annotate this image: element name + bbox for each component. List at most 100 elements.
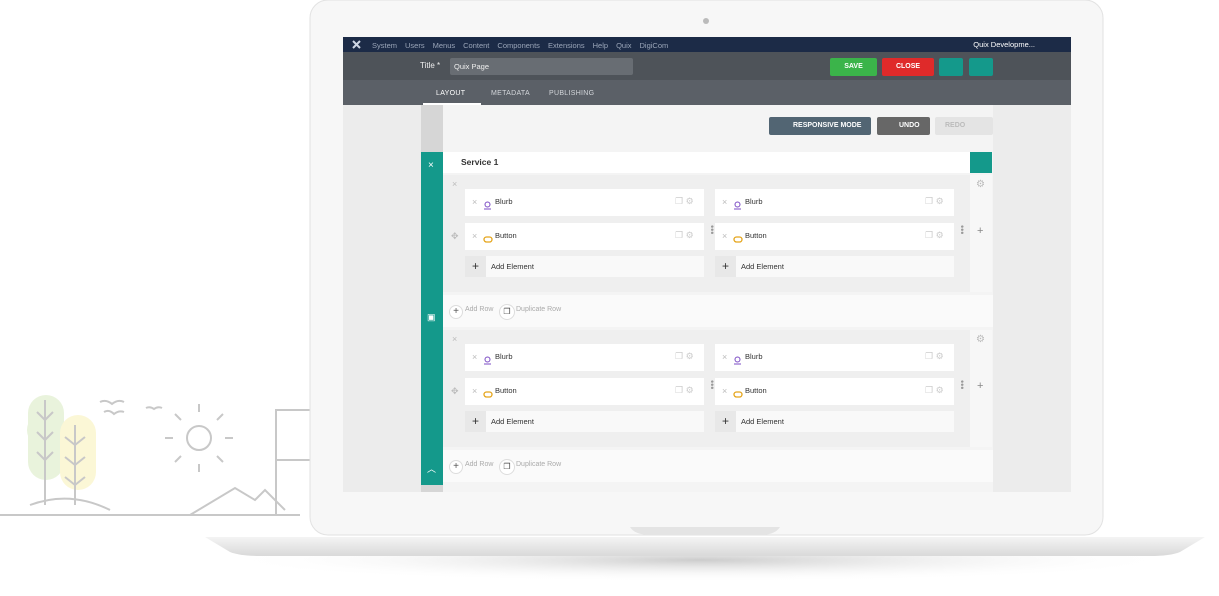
add-element[interactable]: + Add Element bbox=[465, 411, 704, 432]
section-title: Service 1 bbox=[461, 157, 499, 167]
remove-element[interactable]: × bbox=[722, 197, 728, 207]
element-name: Button bbox=[495, 231, 517, 240]
add-row[interactable]: Add Row bbox=[465, 306, 494, 313]
element-card[interactable]: × Blurb ❐ ⚙ bbox=[465, 344, 704, 371]
menu-button[interactable] bbox=[969, 58, 993, 76]
responsive-button[interactable]: RESPONSIVE MODE bbox=[769, 117, 871, 135]
remove-element[interactable]: × bbox=[722, 352, 728, 362]
collapse-section[interactable]: ︿ bbox=[427, 464, 437, 474]
add-element-icon: + bbox=[715, 256, 736, 277]
element-tools[interactable]: ❐ ⚙ bbox=[675, 351, 694, 361]
element-icon bbox=[733, 386, 743, 398]
element-tools[interactable]: ❐ ⚙ bbox=[675, 196, 694, 206]
blurb-icon bbox=[734, 201, 741, 210]
element-card[interactable]: × Button ❐ ⚙ bbox=[465, 378, 704, 405]
element-name: Blurb bbox=[745, 197, 763, 206]
add-row-icon[interactable]: + bbox=[449, 460, 463, 474]
sync-button[interactable] bbox=[939, 58, 963, 76]
remove-element[interactable]: × bbox=[472, 231, 478, 241]
add-row[interactable]: Add Row bbox=[465, 461, 494, 468]
section-icon[interactable]: ▣ bbox=[427, 312, 436, 322]
element-card[interactable]: × Button ❐ ⚙ bbox=[715, 223, 954, 250]
row-settings[interactable]: ⚙ bbox=[976, 179, 985, 190]
element-tools[interactable]: ❐ ⚙ bbox=[675, 385, 694, 395]
element-name: Blurb bbox=[745, 352, 763, 361]
title-input[interactable]: Quix Page bbox=[450, 58, 633, 75]
element-tools[interactable]: ❐ ⚙ bbox=[925, 230, 944, 240]
add-element[interactable]: + Add Element bbox=[715, 411, 954, 432]
section-bottom-strip bbox=[421, 485, 443, 492]
element-icon bbox=[483, 386, 493, 398]
duplicate-row[interactable]: Duplicate Row bbox=[516, 306, 562, 313]
remove-row[interactable]: × bbox=[452, 334, 458, 344]
add-element-icon: + bbox=[465, 411, 486, 432]
duplicate-row-icon[interactable]: ❐ bbox=[499, 459, 515, 475]
menu-item[interactable]: Extensions bbox=[547, 41, 585, 50]
section-settings[interactable] bbox=[970, 152, 992, 173]
menu-item[interactable]: Quix bbox=[616, 41, 632, 50]
add-row-icon[interactable]: + bbox=[449, 305, 463, 319]
tab[interactable]: PUBLISHING bbox=[549, 90, 595, 97]
remove-element[interactable]: × bbox=[472, 352, 478, 362]
duplicate-row-icon[interactable]: ❐ bbox=[499, 304, 515, 320]
menu-item[interactable]: Content bbox=[463, 41, 490, 50]
tab[interactable]: METADATA bbox=[491, 90, 530, 97]
add-column[interactable]: + bbox=[977, 380, 984, 392]
column-handle[interactable]: ••• bbox=[707, 380, 717, 390]
user-menu[interactable]: Quix Developme... bbox=[973, 40, 1035, 49]
remove-section[interactable]: × bbox=[428, 160, 434, 171]
element-icon bbox=[733, 231, 743, 243]
element-icon bbox=[483, 352, 493, 365]
save-button[interactable]: SAVE bbox=[830, 58, 877, 76]
add-column[interactable]: + bbox=[977, 225, 984, 237]
undo-label: UNDO bbox=[899, 122, 920, 129]
responsive-label: RESPONSIVE MODE bbox=[793, 122, 862, 129]
column-handle[interactable]: ••• bbox=[707, 225, 717, 235]
element-tools[interactable]: ❐ ⚙ bbox=[925, 196, 944, 206]
remove-element[interactable]: × bbox=[472, 197, 478, 207]
move-row[interactable]: ✥ bbox=[451, 231, 459, 241]
undo-button[interactable]: UNDO bbox=[877, 117, 930, 135]
column-handle[interactable]: ••• bbox=[957, 225, 967, 235]
blurb-icon bbox=[484, 356, 491, 365]
element-card[interactable]: × Button ❐ ⚙ bbox=[715, 378, 954, 405]
remove-element[interactable]: × bbox=[472, 386, 478, 396]
section-top-strip bbox=[421, 105, 443, 152]
remove-row[interactable]: × bbox=[452, 179, 458, 189]
element-icon bbox=[733, 352, 743, 365]
tab-underline bbox=[423, 103, 481, 105]
element-tools[interactable]: ❐ ⚙ bbox=[925, 351, 944, 361]
element-card[interactable]: × Blurb ❐ ⚙ bbox=[715, 344, 954, 371]
redo-button[interactable]: REDO bbox=[935, 117, 993, 135]
save-label: SAVE bbox=[844, 63, 863, 70]
element-card[interactable]: × Blurb ❐ ⚙ bbox=[715, 189, 954, 216]
element-card[interactable]: × Button ❐ ⚙ bbox=[465, 223, 704, 250]
menu-item[interactable]: DigiCom bbox=[639, 41, 669, 50]
menu-bar: System Users Menus Content Components Extensi… bbox=[343, 37, 1071, 52]
menu-item[interactable]: Help bbox=[592, 41, 609, 50]
element-tools[interactable]: ❐ ⚙ bbox=[925, 385, 944, 395]
element-tools[interactable]: ❐ ⚙ bbox=[675, 230, 694, 240]
menu-item[interactable]: Menus bbox=[432, 41, 456, 50]
duplicate-row[interactable]: Duplicate Row bbox=[516, 461, 562, 468]
add-element[interactable]: + Add Element bbox=[465, 256, 704, 277]
menu-item[interactable]: Components bbox=[497, 41, 540, 50]
button-icon bbox=[483, 236, 493, 243]
menu-item[interactable]: Users bbox=[405, 41, 425, 50]
element-card[interactable]: × Blurb ❐ ⚙ bbox=[465, 189, 704, 216]
move-row[interactable]: ✥ bbox=[451, 386, 459, 396]
add-element-icon: + bbox=[715, 411, 736, 432]
menu-item[interactable]: System bbox=[372, 41, 398, 50]
row-settings[interactable]: ⚙ bbox=[976, 334, 985, 345]
remove-element[interactable]: × bbox=[722, 231, 728, 241]
add-element-label: Add Element bbox=[741, 262, 784, 271]
remove-element[interactable]: × bbox=[722, 386, 728, 396]
add-element-label: Add Element bbox=[491, 262, 534, 271]
close-button[interactable]: CLOSE bbox=[882, 58, 934, 76]
column-handle[interactable]: ••• bbox=[957, 380, 967, 390]
tab[interactable]: LAYOUT bbox=[436, 90, 466, 97]
add-element[interactable]: + Add Element bbox=[715, 256, 954, 277]
element-name: Button bbox=[745, 231, 767, 240]
button-icon bbox=[733, 236, 743, 243]
